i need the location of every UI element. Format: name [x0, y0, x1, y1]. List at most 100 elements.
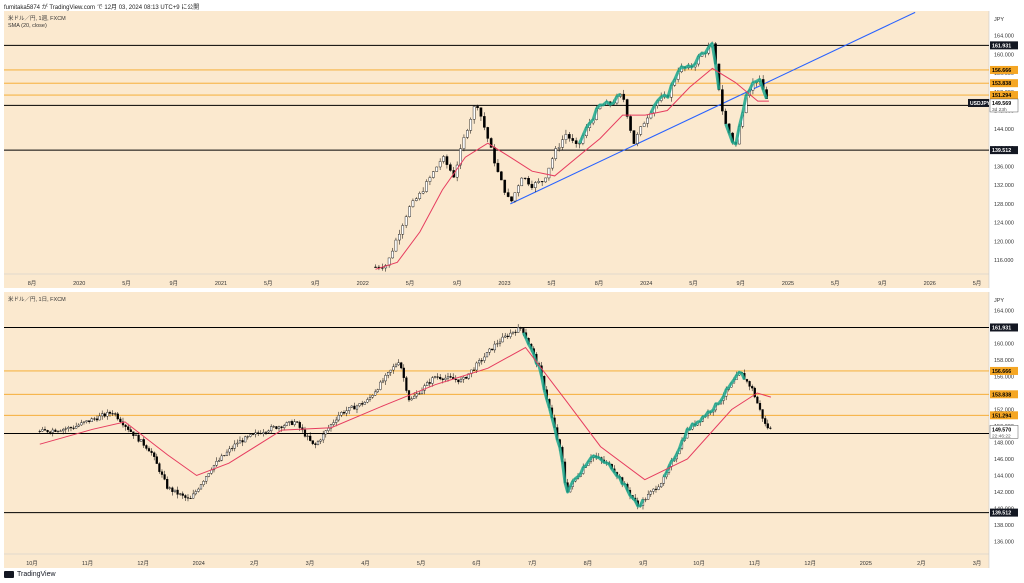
candle-down	[439, 376, 442, 380]
candle-up	[363, 402, 366, 405]
candle-down	[445, 156, 449, 165]
candle-up	[225, 451, 229, 456]
x-tick-label: 9月	[311, 280, 320, 287]
candle-down	[314, 443, 317, 445]
candle-down	[530, 183, 534, 188]
x-tick-label: 2020	[73, 281, 85, 287]
level-tag-bg	[990, 411, 1018, 420]
y-tick-label: 156.000	[994, 71, 1014, 77]
candle-up	[197, 488, 200, 492]
candle-up	[446, 376, 450, 379]
candle-up	[475, 362, 478, 371]
candle-down	[163, 474, 166, 480]
weekly-chart-panel[interactable]: 米ドル／円, 1週, FXCM SMA (20, close) 164.000 1…	[4, 11, 1019, 288]
candle-up	[374, 391, 377, 396]
x-tick-label: 12月	[137, 560, 149, 567]
candle-up	[283, 425, 286, 429]
candle-down	[479, 107, 483, 117]
candle-up	[233, 443, 236, 449]
candle-up	[218, 460, 221, 462]
candle-down	[95, 418, 99, 421]
candle-up	[398, 234, 401, 241]
candle-down	[43, 429, 47, 431]
y-tick-label: 146.000	[994, 457, 1014, 463]
candle-down	[766, 423, 769, 429]
candle-up	[335, 419, 338, 423]
daily-chart-panel[interactable]: 米ドル／円, 1日, FXCM 164.000162.000160.000158…	[4, 292, 1019, 568]
candle-down	[296, 421, 299, 423]
y-tick-label: 164.000	[994, 308, 1014, 314]
candle-up	[551, 158, 554, 169]
daily-chart-svg[interactable]: 164.000162.000160.000158.000156.000154.0…	[4, 292, 1019, 568]
candle-up	[64, 428, 67, 430]
plot-background	[4, 11, 989, 288]
candle-down	[480, 360, 483, 362]
candle-up	[544, 177, 547, 183]
candle-up	[316, 441, 320, 445]
x-tick-label: 2024	[640, 281, 652, 287]
candle-down	[129, 429, 132, 432]
candle-down	[514, 331, 517, 333]
level-tag-bg	[990, 390, 1018, 399]
candle-up	[350, 405, 353, 408]
y-tick-label: 120.000	[994, 239, 1014, 245]
candle-up	[426, 382, 429, 386]
candle-down	[454, 378, 457, 380]
candle-up	[547, 167, 551, 179]
candle-up	[483, 356, 486, 361]
candle-up	[192, 493, 195, 499]
candle-down	[574, 140, 578, 144]
x-tick-label: 7月	[528, 560, 537, 567]
candle-down	[527, 178, 530, 185]
candle-down	[290, 421, 294, 425]
candle-up	[438, 161, 442, 168]
candle-up	[306, 435, 309, 437]
candle-up	[215, 461, 218, 466]
candle-up	[415, 393, 418, 397]
y-tick-label: 142.000	[994, 490, 1014, 496]
candle-up	[498, 341, 502, 344]
candle-up	[642, 123, 646, 127]
y-tick-label: 158.000	[994, 358, 1014, 364]
candle-up	[411, 200, 415, 207]
candle-down	[142, 439, 145, 446]
candle-down	[309, 435, 312, 441]
candle-down	[186, 497, 190, 499]
y-tick-label: 156.000	[994, 374, 1014, 380]
candle-up	[401, 225, 405, 235]
level-tag-label: 153.838	[992, 392, 1011, 398]
candle-up	[462, 376, 465, 380]
candle-down	[724, 110, 728, 125]
x-tick-label: 9月	[453, 280, 462, 287]
candle-up	[408, 206, 411, 217]
candle-up	[660, 483, 663, 488]
candle-up	[485, 352, 489, 358]
candle-down	[280, 426, 283, 429]
y-tick-label: 148.000	[994, 441, 1014, 447]
candle-down	[500, 171, 503, 181]
candle-up	[466, 130, 469, 138]
candle-up	[355, 405, 359, 410]
candle-down	[769, 427, 772, 429]
weekly-chart-svg[interactable]: 164.000160.000156.000152.000148.000144.0…	[4, 11, 1019, 288]
candle-up	[513, 192, 517, 202]
candle-up	[56, 430, 60, 432]
candle-up	[270, 426, 273, 432]
candle-up	[639, 126, 643, 135]
candle-down	[361, 403, 364, 405]
candle-up	[501, 336, 504, 343]
candle-down	[259, 433, 262, 435]
candle-up	[384, 375, 387, 382]
candle-down	[510, 196, 513, 202]
candle-up	[644, 499, 647, 501]
candle-up	[371, 395, 374, 398]
candle-down	[114, 413, 117, 415]
candle-up	[520, 177, 524, 187]
y-tick-label: 136.000	[994, 540, 1014, 546]
level-tag-bg	[990, 65, 1018, 74]
candle-down	[124, 424, 127, 427]
currency-label: JPY	[994, 298, 1004, 304]
y-tick-label: 160.000	[994, 341, 1014, 347]
candle-up	[98, 415, 101, 421]
level-tag-label: 156.666	[992, 68, 1011, 74]
